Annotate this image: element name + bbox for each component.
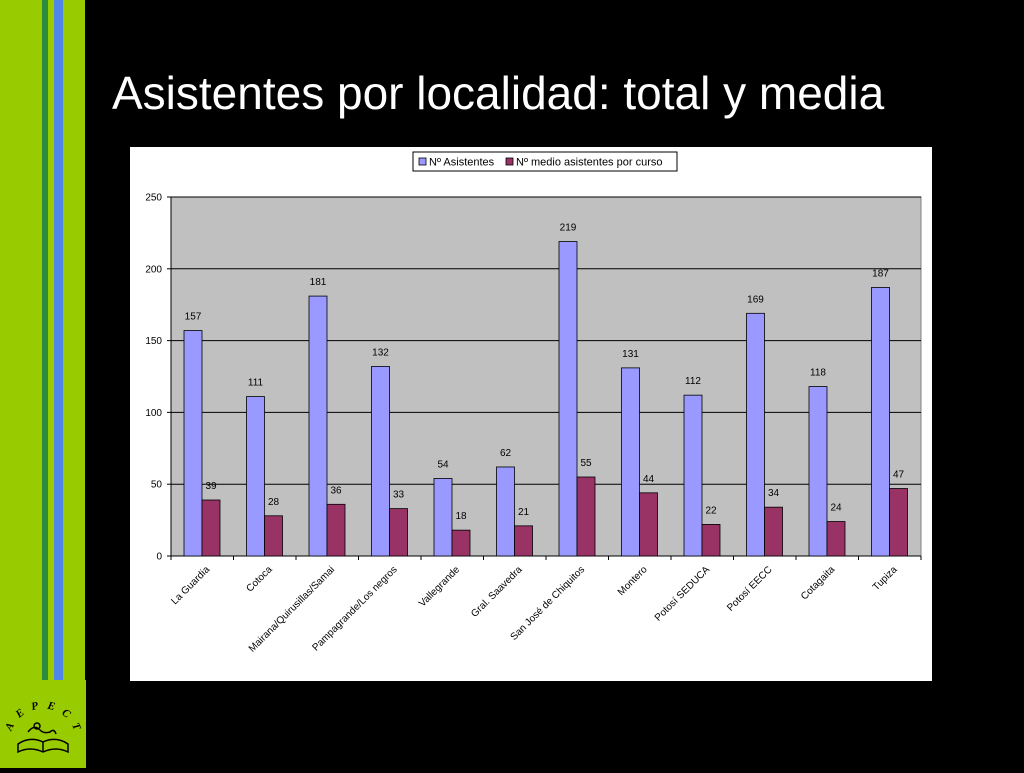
bar-media <box>764 506 783 557</box>
bar-asistentes <box>433 478 453 557</box>
data-label: 54 <box>437 459 449 470</box>
x-category-label: Montero <box>616 564 650 598</box>
logo-letter: A <box>3 721 17 734</box>
data-label: 132 <box>372 347 389 358</box>
bar-media <box>826 521 846 557</box>
logo-letter: E <box>45 700 56 714</box>
logo-letter: C <box>59 707 73 721</box>
logo-letter: T <box>69 721 83 733</box>
decorative-stripe-green <box>42 0 48 680</box>
logo-letter: E <box>13 707 27 722</box>
y-tick-label: 100 <box>145 408 162 419</box>
decorative-stripe-lime-wide <box>63 0 85 680</box>
data-label: 18 <box>455 511 467 522</box>
bar-media <box>889 488 908 557</box>
data-label: 118 <box>810 368 826 379</box>
data-label: 36 <box>330 485 342 496</box>
bar-media <box>264 515 283 557</box>
data-label: 55 <box>580 458 592 469</box>
logo-letter: P <box>30 700 40 713</box>
data-label: 34 <box>768 488 780 499</box>
bar-asistentes <box>371 366 390 557</box>
bar-asistentes <box>183 330 203 557</box>
bar-media <box>639 492 658 557</box>
bar-media <box>389 508 408 557</box>
bar-asistentes <box>308 295 328 557</box>
data-label: 169 <box>747 294 764 305</box>
x-category-label: La Guardia <box>169 564 212 607</box>
bar-asistentes <box>746 312 765 557</box>
x-category-label: Potosí EECC <box>725 564 774 613</box>
bar-media <box>701 524 721 557</box>
data-label: 157 <box>185 312 202 323</box>
data-label: 39 <box>205 481 217 492</box>
data-label: 181 <box>310 277 327 288</box>
bar-asistentes <box>558 241 578 557</box>
bar-asistentes <box>246 396 265 557</box>
legend-swatch <box>505 157 514 166</box>
bar-media <box>514 525 533 557</box>
legend-box <box>412 151 678 172</box>
bar-media <box>451 529 471 557</box>
bar-chart: 0 50 100 150 200 250 157 39 La Guardia 111 28 Cotoc… <box>130 147 932 681</box>
data-label: 62 <box>500 448 512 459</box>
x-category-label: Vallegrande <box>417 564 462 609</box>
x-category-label: Cotagaita <box>799 564 837 602</box>
bar-media <box>201 499 221 557</box>
data-label: 44 <box>643 474 655 485</box>
bar-asistentes <box>808 386 828 557</box>
decorative-stripe-lime-thin <box>48 0 54 680</box>
bar-asistentes <box>621 367 640 557</box>
y-tick-label: 150 <box>145 336 162 347</box>
y-tick-label: 200 <box>145 264 162 275</box>
plot-area <box>170 196 922 557</box>
chart-canvas: 0 50 100 150 200 250 157 39 La Guardia 111 28 Cotoc… <box>145 151 922 655</box>
bar-asistentes <box>683 394 703 557</box>
data-label: 187 <box>872 268 889 279</box>
x-category-label: Cotoca <box>244 564 274 594</box>
data-label: 112 <box>685 376 701 387</box>
legend-swatch <box>418 157 427 166</box>
x-category-label: Potosí SEDUCA <box>653 564 712 623</box>
x-category-label: Gral. Saavedra <box>469 564 525 620</box>
data-label: 47 <box>893 470 905 481</box>
bar-media <box>326 503 346 557</box>
data-label: 22 <box>705 505 717 516</box>
book-with-figure-icon: AEP ECT <box>3 700 83 754</box>
x-category-label: Tupiza <box>871 564 900 593</box>
legend-label: Nº medio asistentes por curso <box>516 157 662 169</box>
decorative-stripe-blue <box>54 0 63 680</box>
legend-label: Nº Asistentes <box>429 157 495 169</box>
data-label: 131 <box>622 349 639 360</box>
data-label: 24 <box>830 503 842 514</box>
decorative-stripe-lime <box>0 0 42 680</box>
data-label: 111 <box>248 378 264 389</box>
data-label: 28 <box>268 497 280 508</box>
data-label: 219 <box>560 223 577 234</box>
y-tick-label: 50 <box>151 480 163 491</box>
y-tick-label: 0 <box>156 552 162 563</box>
bar-media <box>576 476 596 557</box>
bar-asistentes <box>871 287 890 557</box>
slide-title: Asistentes por localidad: total y media <box>112 67 885 119</box>
bar-asistentes <box>496 466 515 557</box>
data-label: 21 <box>518 507 530 518</box>
y-tick-label: 250 <box>145 193 162 204</box>
data-label: 33 <box>393 490 405 501</box>
